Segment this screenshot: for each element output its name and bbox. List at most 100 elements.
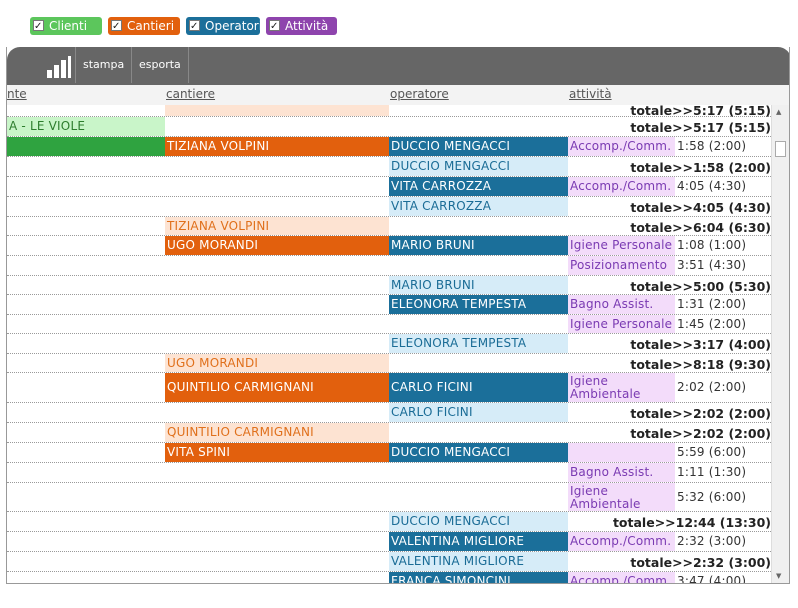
table-row: TIZIANA VOLPINI totale>>6:04 (6:30) bbox=[7, 217, 773, 236]
col-attivita[interactable]: attività bbox=[569, 87, 612, 101]
operatore-total-cell[interactable]: DUCCIO MENGACCI bbox=[389, 157, 568, 176]
total-label: totale>>2:02 (2:00) bbox=[630, 426, 771, 441]
operatore-cell[interactable]: ELEONORA TEMPESTA bbox=[389, 295, 568, 314]
esporta-button[interactable]: esporta bbox=[131, 47, 189, 83]
table-row: VALENTINA MIGLIORE totale>>2:32 (3:00) bbox=[7, 552, 773, 572]
attivita-cell[interactable] bbox=[568, 443, 675, 462]
total-label: totale>>2:02 (2:00) bbox=[630, 406, 771, 421]
operatore-total-cell[interactable]: MARIO BRUNI bbox=[389, 276, 568, 294]
col-clienti[interactable]: nte bbox=[7, 87, 27, 101]
table-row: Bagno Assist. 1:11 (1:30) bbox=[7, 463, 773, 483]
cliente-cell[interactable] bbox=[7, 137, 165, 156]
cantiere-total-cell[interactable]: QUINTILIO CARMIGNANI bbox=[165, 423, 389, 442]
time-cell[interactable]: 5:59 (6:00) bbox=[677, 445, 747, 459]
column-header: nte cantiere operatore attività bbox=[7, 85, 789, 105]
operatore-total-cell[interactable]: DUCCIO MENGACCI bbox=[389, 512, 568, 531]
attivita-cell[interactable]: Accomp./Comm. bbox=[568, 137, 675, 156]
attivita-cell[interactable]: Igiene Personale bbox=[568, 315, 675, 333]
operatore-total-cell[interactable]: VALENTINA MIGLIORE bbox=[389, 552, 568, 571]
filter-cantieri[interactable]: Cantieri bbox=[108, 17, 180, 36]
time-cell[interactable]: 2:32 (3:00) bbox=[677, 534, 747, 548]
time-cell[interactable]: 2:02 (2:00) bbox=[677, 380, 747, 394]
checkbox-icon[interactable] bbox=[189, 18, 200, 36]
total-label: totale>>6:04 (6:30) bbox=[630, 220, 771, 235]
attivita-cell[interactable]: Accomp./Comm. bbox=[568, 532, 675, 551]
attivita-cell[interactable]: Bagno Assist. bbox=[568, 463, 675, 482]
cantiere-total-cell[interactable] bbox=[165, 105, 389, 116]
table-row: UGO MORANDI totale>>8:18 (9:30) bbox=[7, 354, 773, 373]
stampa-button[interactable]: stampa bbox=[75, 47, 131, 83]
table-row: ELEONORA TEMPESTA totale>>3:17 (4:00) bbox=[7, 334, 773, 354]
col-cantiere[interactable]: cantiere bbox=[166, 87, 216, 101]
time-cell[interactable]: 3:51 (4:30) bbox=[677, 258, 747, 272]
cantiere-cell[interactable]: VITA SPINI bbox=[165, 443, 389, 462]
table-row: VALENTINA MIGLIORE Accomp./Comm. 2:32 (3:0… bbox=[7, 532, 773, 552]
filter-attivita[interactable]: Attività bbox=[266, 17, 337, 36]
operatore-cell[interactable]: VITA CARROZZA bbox=[389, 177, 568, 196]
total-label: totale>>3:17 (4:00) bbox=[630, 337, 771, 352]
table-row: QUINTILIO CARMIGNANI totale>>2:02 (2:00) bbox=[7, 423, 773, 443]
time-cell[interactable]: 5:32 (6:00) bbox=[677, 490, 747, 504]
scroll-down-icon[interactable]: ▼ bbox=[776, 572, 782, 580]
attivita-cell[interactable]: Bagno Assist. bbox=[568, 295, 675, 314]
table-row: TIZIANA VOLPINI DUCCIO MENGACCI Accomp./Co… bbox=[7, 137, 773, 157]
operatore-cell[interactable]: MARIO BRUNI bbox=[389, 236, 568, 255]
checkbox-icon[interactable] bbox=[33, 18, 44, 36]
scroll-up-icon[interactable]: ▲ bbox=[776, 108, 782, 116]
operatore-cell[interactable]: DUCCIO MENGACCI bbox=[389, 137, 568, 156]
attivita-cell[interactable]: Igiene Personale bbox=[568, 236, 675, 255]
report-grid: totale>>5:17 (5:15) A - LE VIOLE totale>>5… bbox=[7, 105, 773, 583]
time-cell[interactable]: 1:11 (1:30) bbox=[677, 465, 747, 479]
cantiere-total-cell[interactable]: UGO MORANDI bbox=[165, 354, 389, 372]
attivita-cell[interactable]: Igiene Ambientale bbox=[568, 483, 675, 511]
bar-chart-icon[interactable] bbox=[45, 54, 73, 78]
total-label: totale>>1:58 (2:00) bbox=[630, 160, 771, 175]
col-operatore[interactable]: operatore bbox=[390, 87, 449, 101]
vertical-scrollbar[interactable]: ▲ ▼ bbox=[771, 105, 789, 583]
attivita-cell[interactable]: Accomp./Comm. bbox=[568, 572, 675, 583]
attivita-cell[interactable]: Posizionamento bbox=[568, 256, 675, 275]
operatore-total-cell[interactable]: VITA CARROZZA bbox=[389, 197, 568, 216]
table-row: totale>>5:17 (5:15) bbox=[7, 105, 773, 118]
time-cell[interactable]: 4:05 (4:30) bbox=[677, 179, 747, 193]
operatore-cell[interactable]: VALENTINA MIGLIORE bbox=[389, 532, 568, 551]
checkbox-icon[interactable] bbox=[269, 18, 280, 36]
operatore-cell[interactable]: DUCCIO MENGACCI bbox=[389, 443, 568, 462]
time-cell[interactable]: 1:45 (2:00) bbox=[677, 317, 747, 331]
cantiere-cell[interactable]: QUINTILIO CARMIGNANI bbox=[165, 373, 389, 402]
total-label: totale>>2:32 (3:00) bbox=[630, 555, 771, 570]
table-row: Igiene Ambientale 5:32 (6:00) bbox=[7, 483, 773, 512]
operatore-total-cell[interactable]: CARLO FICINI bbox=[389, 403, 568, 422]
table-row: A - LE VIOLE totale>>5:17 (5:15) bbox=[7, 117, 773, 137]
total-label: totale>>8:18 (9:30) bbox=[630, 357, 771, 372]
table-row: Igiene Personale 1:45 (2:00) bbox=[7, 315, 773, 334]
table-row: FRANCA SIMONCINI Accomp./Comm. 3:47 (4:00) bbox=[7, 572, 773, 583]
table-row: QUINTILIO CARMIGNANI CARLO FICINI Igiene A… bbox=[7, 373, 773, 403]
attivita-cell[interactable]: Igiene Ambientale bbox=[568, 373, 675, 402]
cantiere-cell[interactable]: TIZIANA VOLPINI bbox=[165, 137, 389, 156]
table-row: MARIO BRUNI totale>>5:00 (5:30) bbox=[7, 276, 773, 295]
time-cell[interactable]: 1:58 (2:00) bbox=[677, 139, 747, 153]
table-row: ELEONORA TEMPESTA Bagno Assist. 1:31 (2:00… bbox=[7, 295, 773, 315]
total-label: totale>>5:00 (5:30) bbox=[630, 279, 771, 294]
table-row: CARLO FICINI totale>>2:02 (2:00) bbox=[7, 403, 773, 423]
checkbox-icon[interactable] bbox=[111, 18, 122, 36]
cantiere-total-cell[interactable]: TIZIANA VOLPINI bbox=[165, 217, 389, 235]
cliente-total-cell[interactable]: A - LE VIOLE bbox=[7, 117, 165, 136]
operatore-cell[interactable]: CARLO FICINI bbox=[389, 373, 568, 402]
operatore-cell[interactable]: FRANCA SIMONCINI bbox=[389, 572, 568, 583]
time-cell[interactable]: 3:47 (4:00) bbox=[677, 574, 747, 584]
filter-operatori[interactable]: Operatori bbox=[186, 17, 262, 36]
time-cell[interactable]: 1:31 (2:00) bbox=[677, 297, 747, 311]
total-label: totale>>12:44 (13:30) bbox=[612, 515, 771, 530]
filter-clienti[interactable]: Clienti bbox=[30, 17, 102, 36]
table-row: VITA CARROZZA totale>>4:05 (4:30) bbox=[7, 197, 773, 217]
table-row: VITA CARROZZA Accomp./Comm. 4:05 (4:30) bbox=[7, 177, 773, 197]
operatore-total-cell[interactable]: ELEONORA TEMPESTA bbox=[389, 334, 568, 353]
table-row: DUCCIO MENGACCI totale>>1:58 (2:00) bbox=[7, 157, 773, 177]
time-cell[interactable]: 1:08 (1:00) bbox=[677, 238, 747, 252]
total-label: totale>>5:17 (5:15) bbox=[630, 105, 771, 118]
scroll-thumb[interactable] bbox=[775, 141, 786, 157]
attivita-cell[interactable]: Accomp./Comm. bbox=[568, 177, 675, 196]
cantiere-cell[interactable]: UGO MORANDI bbox=[165, 236, 389, 255]
